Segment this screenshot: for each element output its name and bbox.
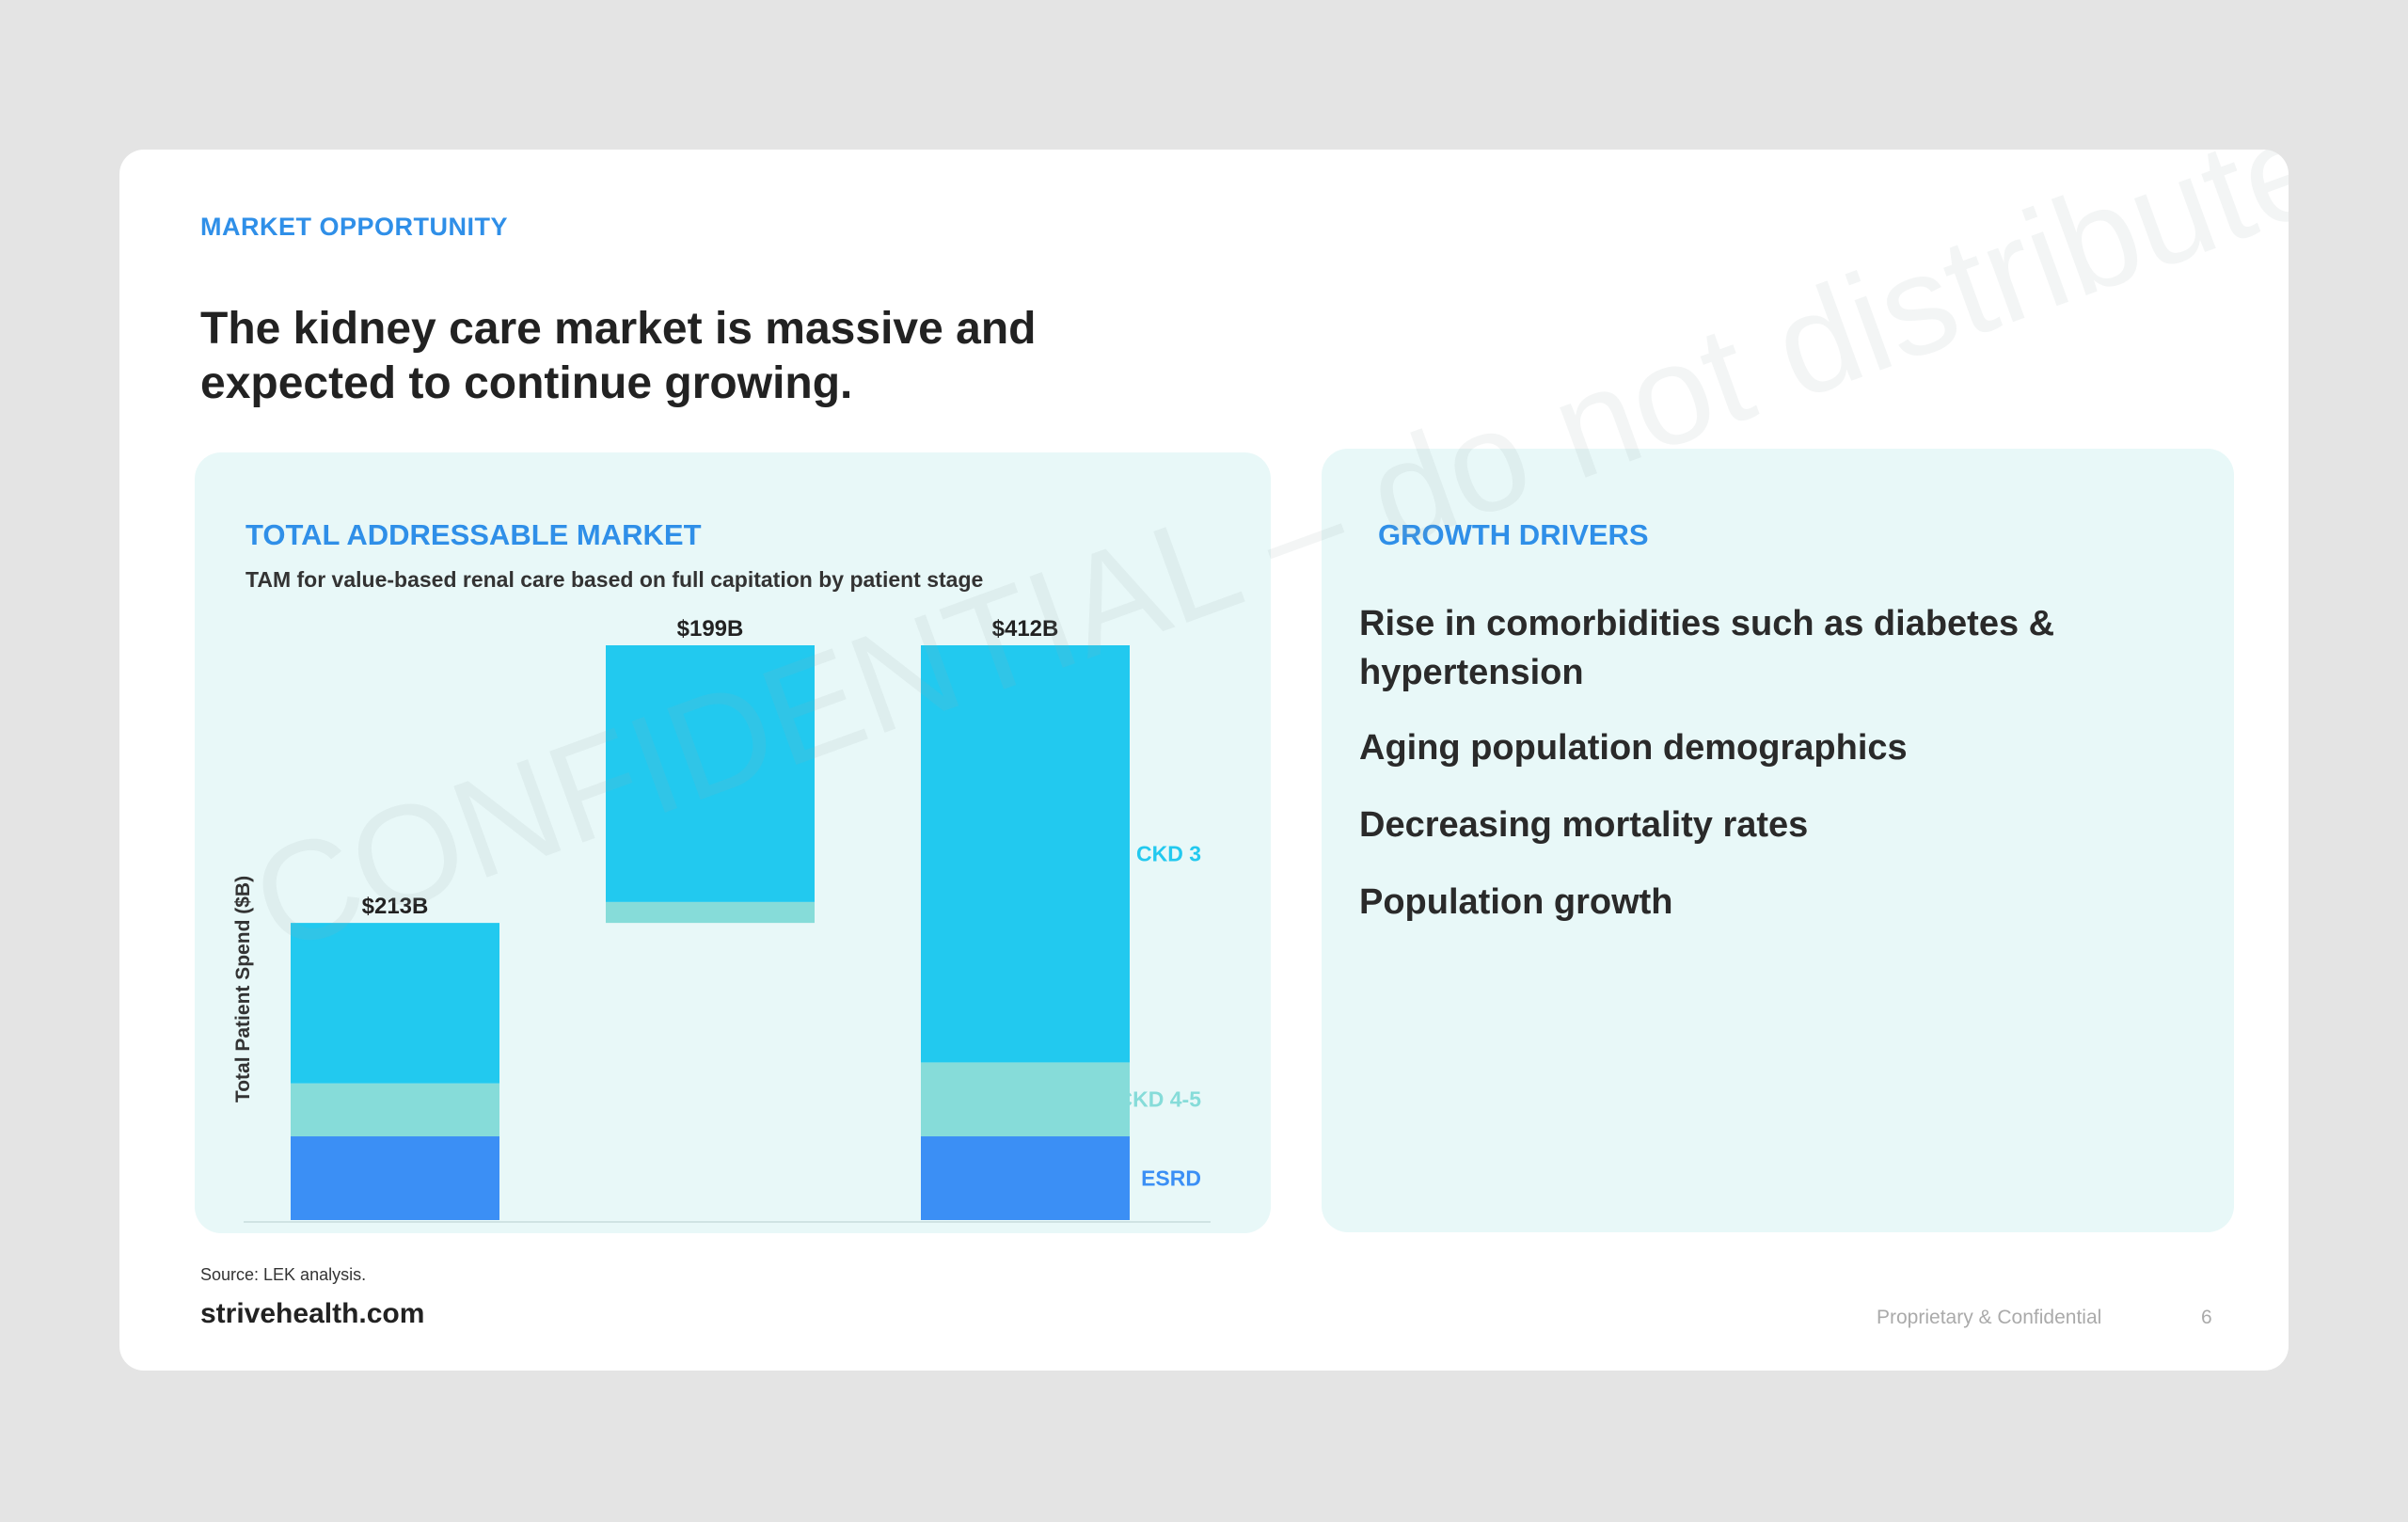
tam-panel-subtitle: TAM for value-based renal care based on … <box>246 567 984 592</box>
bar-ckd-3 <box>291 923 499 1084</box>
tam-panel-title: TOTAL ADDRESSABLE MARKET <box>246 518 702 551</box>
bar-esrd <box>921 1136 1130 1220</box>
bar-total-label: $213B <box>362 894 429 919</box>
legend-label: CKD 4-5 <box>1117 1087 1202 1112</box>
bar-total-label: $412B <box>992 616 1059 642</box>
bar-ckd-3 <box>921 645 1130 1063</box>
page-number: 6 <box>2201 1307 2212 1328</box>
tam-panel: TOTAL ADDRESSABLE MARKET TAM for value-b… <box>195 452 1271 1233</box>
driver-item: Rise in comorbidities such as diabetes &… <box>1359 604 2055 692</box>
tam-chart: $213BAddressable Market fromPatients Dia… <box>232 616 1211 1223</box>
site-domain[interactable]: strivehealth.com <box>200 1298 425 1329</box>
driver-item: Population growth <box>1359 882 1673 922</box>
bar-ckd-4-5 <box>606 901 815 924</box>
y-axis-label: Total Patient Spend ($B) <box>232 876 254 1102</box>
driver-item: Decreasing mortality rates <box>1359 805 1809 845</box>
growth-drivers-list: Rise in comorbidities such as diabetes &… <box>1359 599 2187 955</box>
bar-total-label: $199B <box>677 616 744 642</box>
bar-ckd-4-5 <box>921 1062 1130 1137</box>
bar-ckd-4-5 <box>291 1083 499 1137</box>
confidential-label: Proprietary & Confidential <box>1877 1307 2102 1328</box>
driver-item: Aging population demographics <box>1359 728 1908 768</box>
slide: MARKET OPPORTUNITY The kidney care marke… <box>119 150 2289 1371</box>
growth-drivers-title: GROWTH DRIVERS <box>1378 518 1649 551</box>
bar-esrd <box>291 1136 499 1220</box>
growth-drivers-panel: GROWTH DRIVERS Rise in comorbidities suc… <box>1322 449 2234 1232</box>
legend-label: ESRD <box>1141 1166 1201 1191</box>
bar-ckd-3 <box>606 645 815 902</box>
page-title: The kidney care market is massive and ex… <box>200 304 1037 408</box>
eyebrow: MARKET OPPORTUNITY <box>200 213 509 241</box>
legend-label: CKD 3 <box>1136 842 1201 866</box>
source-note: Source: LEK analysis. <box>200 1265 367 1284</box>
